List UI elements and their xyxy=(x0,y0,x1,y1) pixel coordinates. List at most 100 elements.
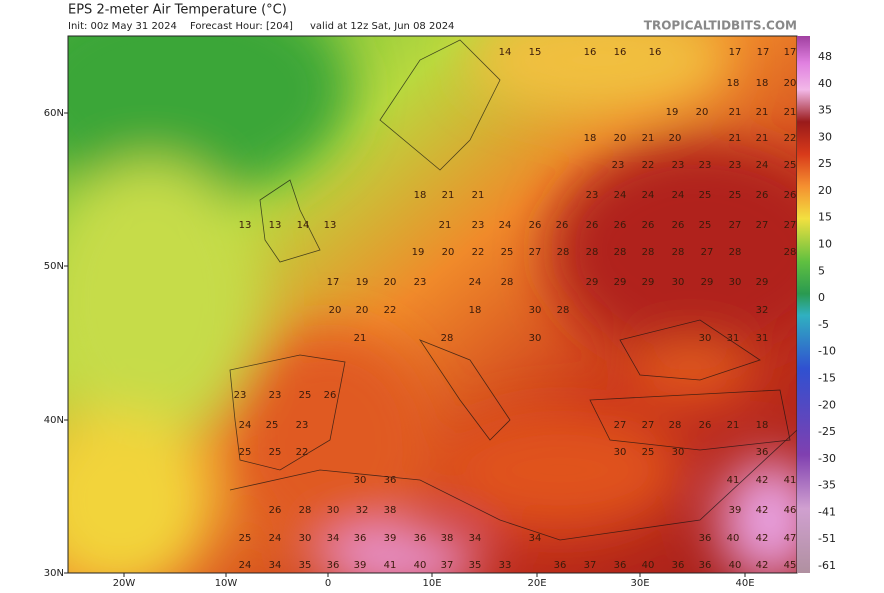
temperature-label: 18 xyxy=(469,305,482,316)
temperature-label: 47 xyxy=(784,533,797,544)
temperature-label: 26 xyxy=(556,220,569,231)
colorbar-label: -10 xyxy=(818,345,836,358)
colorbar-label: 15 xyxy=(818,211,832,224)
temperature-label: 21 xyxy=(642,133,655,144)
temperature-label: 28 xyxy=(557,247,570,258)
temperature-label: 34 xyxy=(327,533,340,544)
temperature-label: 21 xyxy=(784,107,797,118)
temperature-label: 30 xyxy=(672,447,685,458)
longitude-label: 10E xyxy=(422,578,441,589)
temperature-label: 26 xyxy=(529,220,542,231)
colorbar xyxy=(797,36,810,573)
temperature-label: 24 xyxy=(499,220,512,231)
colorbar-label: -15 xyxy=(818,371,836,384)
init-time: Init: 00z May 31 2024 xyxy=(68,21,177,32)
temperature-label: 33 xyxy=(499,560,512,571)
temperature-label: 21 xyxy=(727,420,740,431)
temperature-label: 25 xyxy=(642,447,655,458)
colorbar-label: 48 xyxy=(818,50,832,63)
temperature-label: 23 xyxy=(699,160,712,171)
temperature-label: 22 xyxy=(784,133,797,144)
temperature-label: 39 xyxy=(729,505,742,516)
temperature-label: 28 xyxy=(784,247,797,258)
temperature-label: 14 xyxy=(499,47,512,58)
temperature-label: 29 xyxy=(756,277,769,288)
temperature-label: 22 xyxy=(472,247,485,258)
temperature-label: 25 xyxy=(269,447,282,458)
temperature-label: 28 xyxy=(729,247,742,258)
temperature-label: 25 xyxy=(784,160,797,171)
temperature-label: 31 xyxy=(727,333,740,344)
map-field xyxy=(68,36,797,573)
temperature-label: 17 xyxy=(757,47,770,58)
colorbar-label: 25 xyxy=(818,157,832,170)
temperature-label: 36 xyxy=(354,533,367,544)
temperature-label: 17 xyxy=(784,47,797,58)
temperature-label: 20 xyxy=(384,277,397,288)
temperature-label: 24 xyxy=(756,160,769,171)
colorbar-label: -5 xyxy=(818,318,829,331)
temperature-label: 21 xyxy=(756,133,769,144)
temperature-label: 13 xyxy=(239,220,252,231)
temperature-label: 42 xyxy=(756,560,769,571)
temperature-label: 15 xyxy=(529,47,542,58)
temperature-label: 20 xyxy=(356,305,369,316)
temperature-label: 24 xyxy=(269,533,282,544)
colorbar-label: -61 xyxy=(818,559,836,572)
temperature-label: 14 xyxy=(297,220,310,231)
temperature-label: 28 xyxy=(501,277,514,288)
temperature-label: 24 xyxy=(239,560,252,571)
temperature-label: 30 xyxy=(672,277,685,288)
temperature-label: 24 xyxy=(239,420,252,431)
temperature-label: 36 xyxy=(554,560,567,571)
temperature-label: 23 xyxy=(234,390,247,401)
temperature-label: 20 xyxy=(696,107,709,118)
temperature-label: 18 xyxy=(727,78,740,89)
temperature-label: 23 xyxy=(672,160,685,171)
temperature-label: 25 xyxy=(699,190,712,201)
temperature-label: 31 xyxy=(756,333,769,344)
temperature-label: 21 xyxy=(729,133,742,144)
temperature-label: 25 xyxy=(699,220,712,231)
temperature-label: 23 xyxy=(729,160,742,171)
temperature-label: 18 xyxy=(756,78,769,89)
colorbar-label: 0 xyxy=(818,291,825,304)
temperature-label: 24 xyxy=(642,190,655,201)
longitude-label: 10W xyxy=(215,578,238,589)
temperature-label: 30 xyxy=(299,533,312,544)
temperature-label: 41 xyxy=(727,475,740,486)
temperature-label: 30 xyxy=(327,505,340,516)
temperature-label: 18 xyxy=(414,190,427,201)
temperature-label: 28 xyxy=(642,247,655,258)
temperature-label: 28 xyxy=(441,333,454,344)
temperature-label: 37 xyxy=(584,560,597,571)
temperature-label: 21 xyxy=(472,190,485,201)
brand: TROPICALTIDBITS.COM xyxy=(644,19,797,33)
temperature-label: 18 xyxy=(584,133,597,144)
temperature-label: 42 xyxy=(756,533,769,544)
temperature-label: 13 xyxy=(324,220,337,231)
temperature-label: 24 xyxy=(614,190,627,201)
temperature-label: 35 xyxy=(469,560,482,571)
temperature-label: 25 xyxy=(729,190,742,201)
temperature-label: 30 xyxy=(529,333,542,344)
temperature-label: 25 xyxy=(239,447,252,458)
temperature-label: 23 xyxy=(586,190,599,201)
longitude-label: 30E xyxy=(630,578,649,589)
temperature-label: 27 xyxy=(729,220,742,231)
temperature-label: 40 xyxy=(727,533,740,544)
colorbar-label: -51 xyxy=(818,532,836,545)
temperature-label: 28 xyxy=(299,505,312,516)
temperature-label: 22 xyxy=(296,447,309,458)
colorbar-label: -41 xyxy=(818,505,836,518)
temperature-label: 20 xyxy=(442,247,455,258)
colorbar-label: -35 xyxy=(818,479,836,492)
colorbar-label: -30 xyxy=(818,452,836,465)
longitude-label: 40E xyxy=(735,578,754,589)
temperature-label: 34 xyxy=(529,533,542,544)
temperature-label: 16 xyxy=(614,47,627,58)
temperature-label: 13 xyxy=(269,220,282,231)
temperature-label: 36 xyxy=(699,560,712,571)
temperature-label: 23 xyxy=(296,420,309,431)
